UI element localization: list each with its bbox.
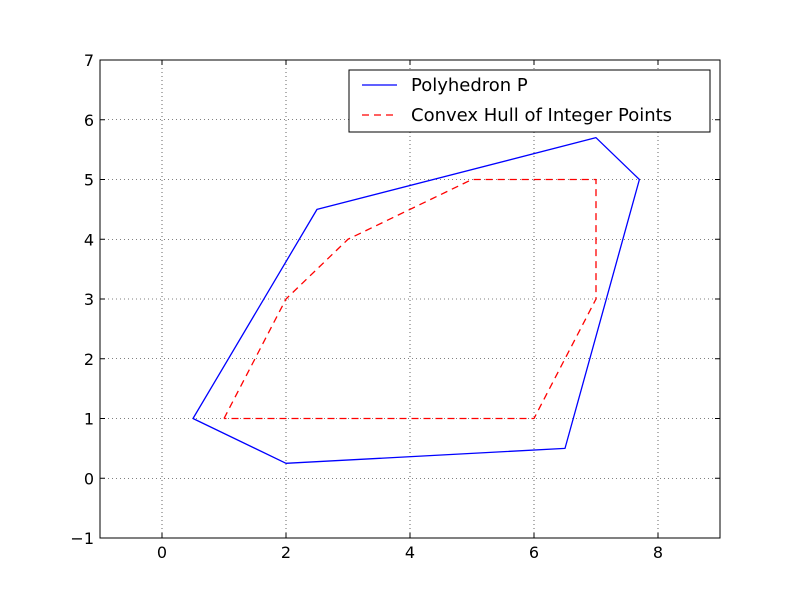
y-tick-label: 4: [84, 230, 94, 249]
y-tick-label: 2: [84, 350, 94, 369]
x-tick-label: 4: [405, 543, 415, 562]
x-tick-label: 2: [281, 543, 291, 562]
y-tick-label: 7: [84, 51, 94, 70]
y-tick-label: 1: [84, 410, 94, 429]
series-polyhedron-p: [192, 137, 641, 464]
series-convex-hull: [223, 178, 597, 420]
series-layer: [192, 137, 641, 464]
y-tick-label: 0: [84, 469, 94, 488]
x-tick-label: 0: [157, 543, 167, 562]
legend: Polyhedron P Convex Hull of Integer Poin…: [348, 69, 711, 133]
x-tick-label: 6: [529, 543, 539, 562]
y-tick-label: 3: [84, 290, 94, 309]
y-tick-label: 5: [84, 171, 94, 190]
ticks: 0 2 4 6 8 −1 0 1 2 3 4 5 6 7: [70, 51, 720, 562]
y-tick-label: 6: [84, 111, 94, 130]
legend-label-convex-hull: Convex Hull of Integer Points: [411, 105, 672, 126]
x-tick-label: 8: [653, 543, 663, 562]
y-tick-label: −1: [70, 529, 94, 548]
legend-box: [348, 69, 711, 133]
legend-label-polyhedron: Polyhedron P: [411, 75, 528, 96]
